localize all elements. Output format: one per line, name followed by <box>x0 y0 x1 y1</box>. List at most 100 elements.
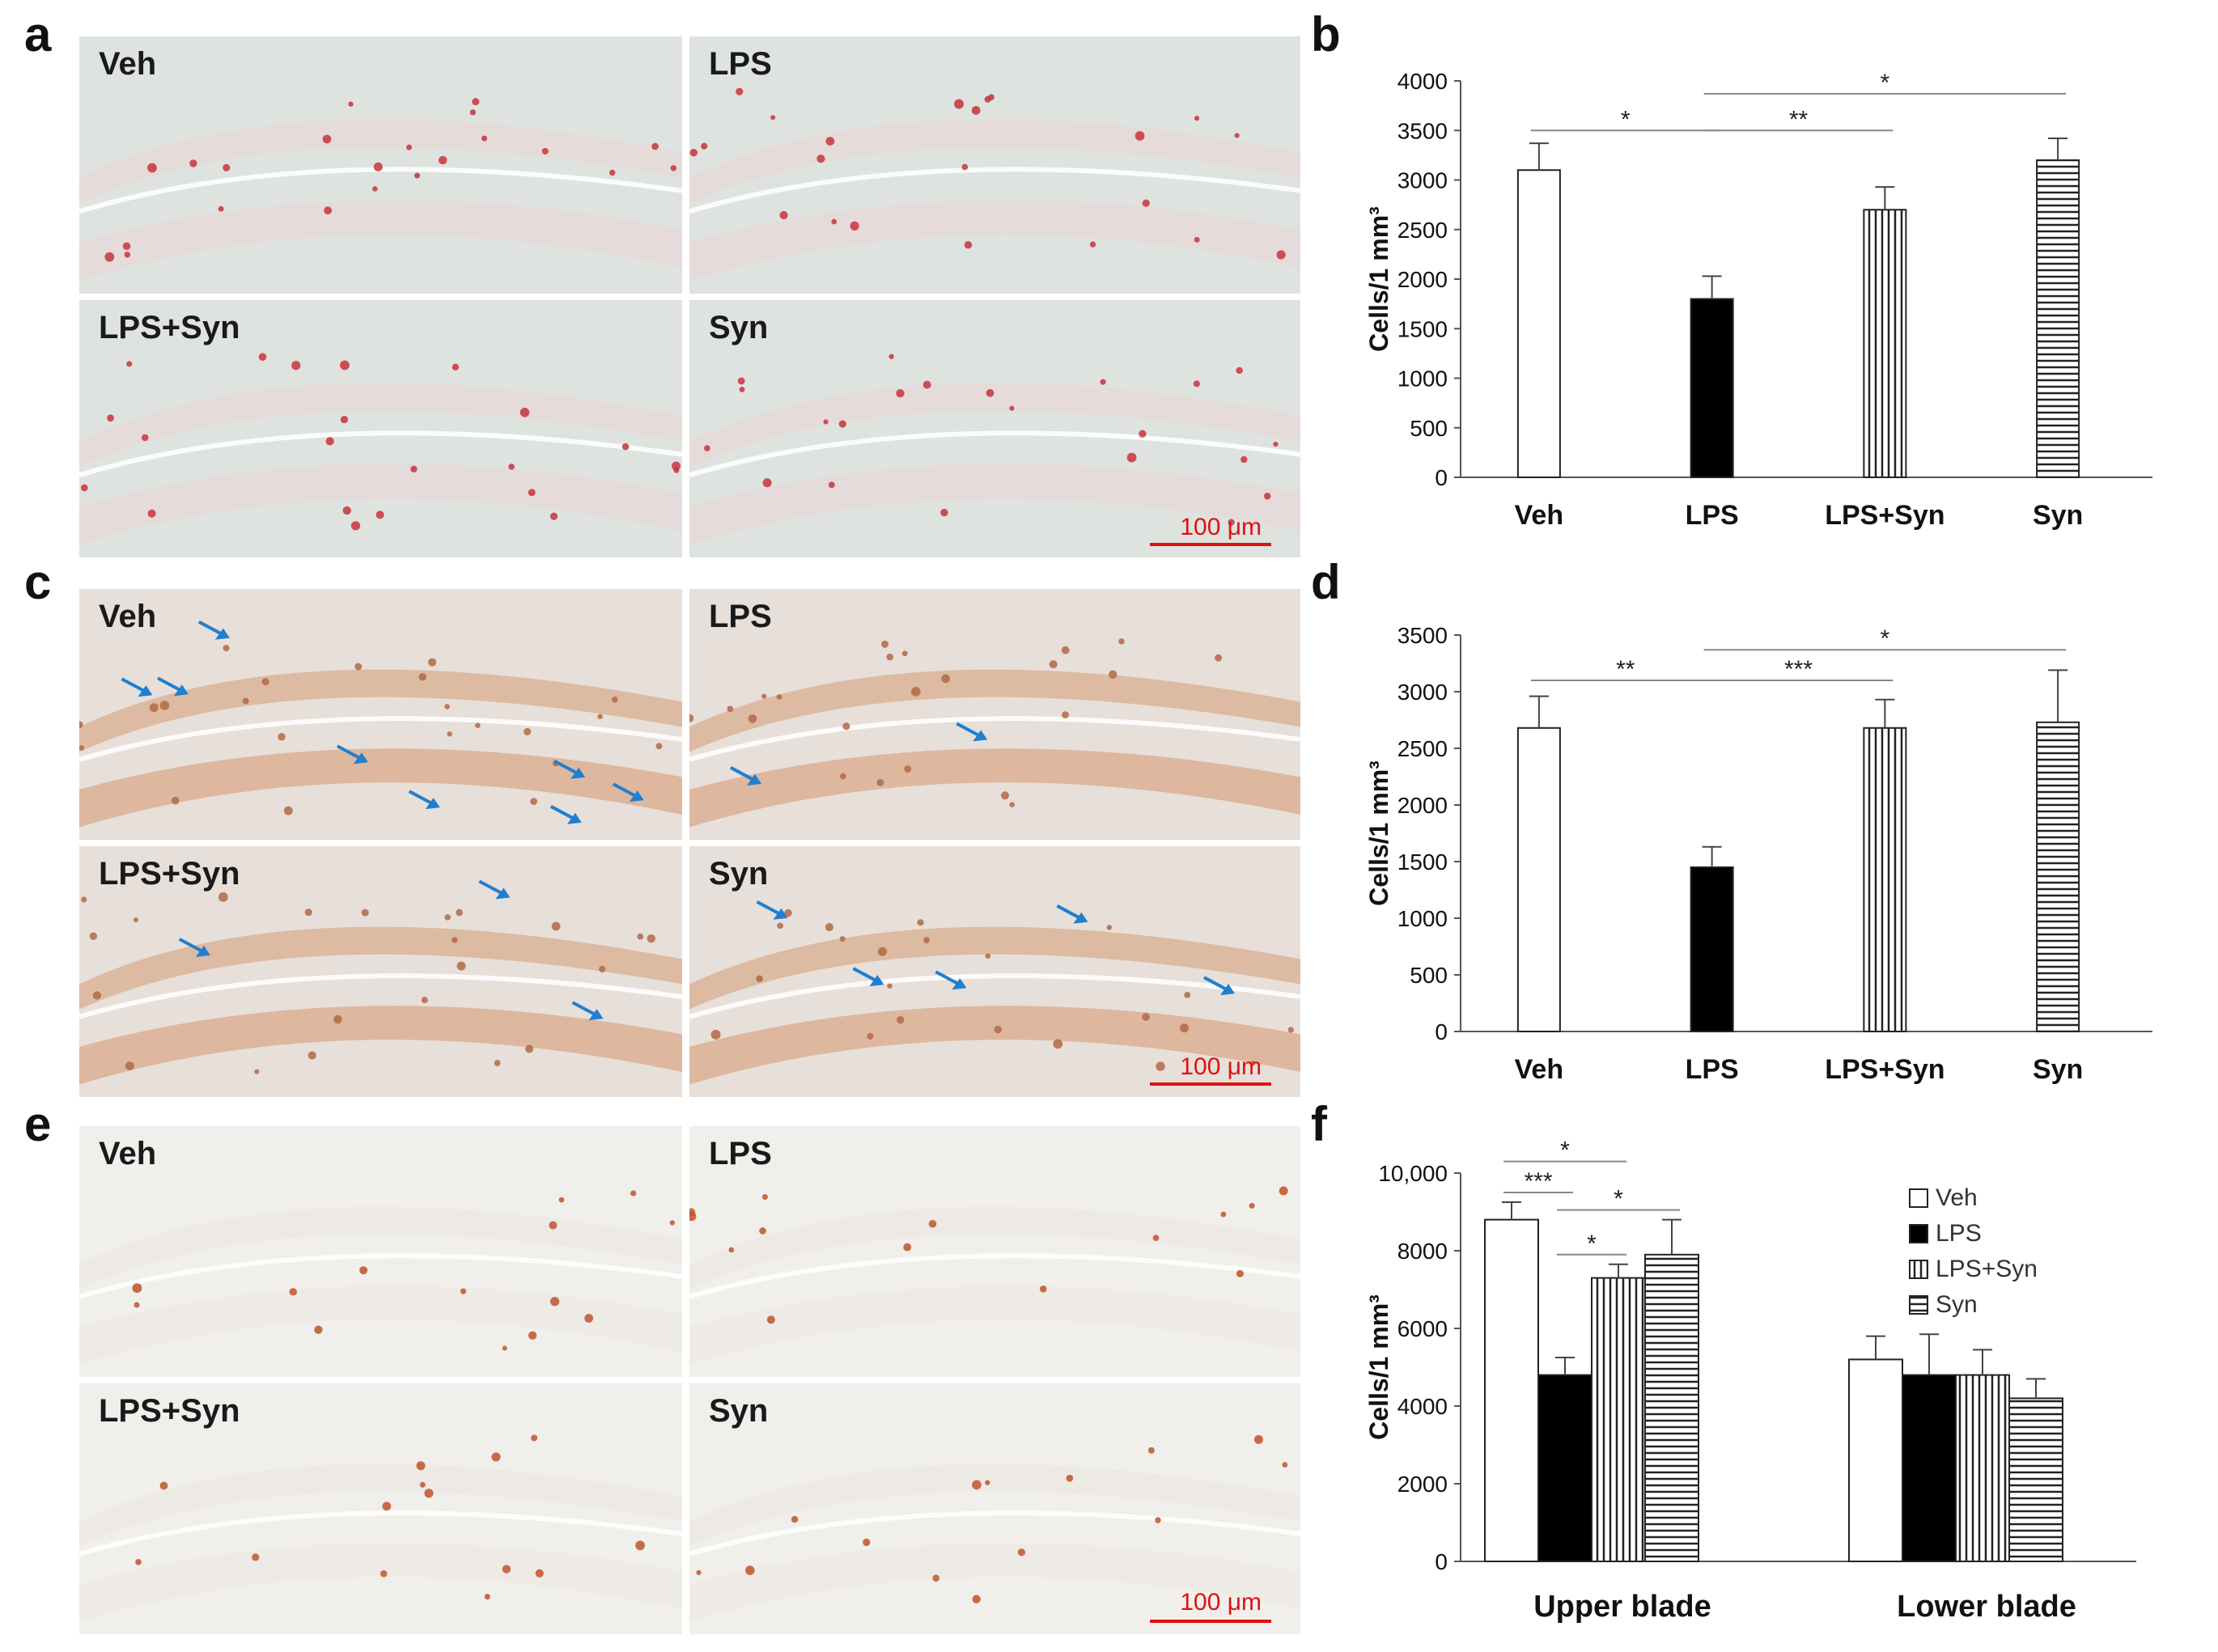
bar-veh <box>1484 1218 1539 1562</box>
panel-letter-c: c <box>24 555 52 609</box>
error-bar <box>1529 695 1549 728</box>
y-tick-label: 6000 <box>1397 1316 1448 1341</box>
micrograph-e-veh: Veh <box>79 1126 682 1377</box>
panel-letter-f: f <box>1311 1097 1327 1151</box>
x-tick-label: Upper blade <box>1533 1590 1711 1624</box>
legend-label: Veh <box>1936 1184 1978 1211</box>
bar-lps-syn <box>1863 726 1907 1033</box>
error-bar <box>1919 1333 1939 1375</box>
y-tick-label: 1000 <box>1397 366 1448 392</box>
micrograph-label: Syn <box>709 1393 769 1429</box>
micrograph-label: Veh <box>99 46 157 82</box>
scale-bar <box>1150 543 1271 546</box>
error-bar <box>1866 1335 1885 1360</box>
significance-label: * <box>1587 1231 1597 1257</box>
y-tick-label: 500 <box>1410 963 1448 988</box>
micrograph-c-veh: Veh <box>79 589 682 840</box>
micrograph-c-syn: Syn 100 μm <box>689 846 1300 1097</box>
y-axis-label: Cells/1 mm³ <box>1364 1294 1393 1440</box>
y-tick-label: 2000 <box>1397 267 1448 292</box>
y-tick-label: 2500 <box>1397 736 1448 761</box>
micrograph-label: Veh <box>99 599 157 634</box>
error-bar <box>1555 1357 1575 1375</box>
error-bar <box>1875 698 1895 728</box>
significance-label: * <box>1881 625 1890 652</box>
bar-syn <box>1644 1253 1699 1563</box>
bar-chart-b: 0 500 1000 1500 2000 2500 3000 3500 4000 Cells/1 … <box>1343 49 2185 550</box>
y-tick-label: 1000 <box>1397 906 1448 931</box>
micrograph-label: LPS <box>709 46 772 82</box>
y-tick-label: 3000 <box>1397 168 1448 193</box>
bar-lps-syn <box>1591 1277 1646 1562</box>
error-bar <box>1529 142 1549 171</box>
y-tick-label: 3500 <box>1397 118 1448 143</box>
x-tick-label: Veh <box>1515 500 1563 531</box>
x-tick-label: Syn <box>2033 1054 2083 1085</box>
micrograph-c-lps: LPS <box>689 589 1300 840</box>
legend-label: LPS+Syn <box>1936 1256 2038 1282</box>
bar-lps-syn <box>1863 209 1907 478</box>
legend-label: Syn <box>1936 1291 1978 1318</box>
micrograph-label: Syn <box>709 310 769 345</box>
micrograph-label: Veh <box>99 1136 157 1171</box>
error-bar <box>1702 275 1722 299</box>
significance-label: * <box>1614 1186 1623 1213</box>
bar-syn <box>2036 721 2080 1033</box>
micrograph-label: LPS+Syn <box>99 1393 240 1429</box>
error-bar <box>1609 1263 1628 1278</box>
micrograph-a-syn: Syn 100 μm <box>689 300 1300 557</box>
error-bar <box>1662 1218 1682 1255</box>
bar-lps <box>1537 1374 1592 1562</box>
y-tick-label: 10,000 <box>1378 1161 1448 1186</box>
micrograph-e-lps-syn: LPS+Syn <box>79 1383 682 1634</box>
x-tick-label: Lower blade <box>1897 1590 2076 1624</box>
x-tick-label: LPS <box>1686 500 1739 531</box>
bar-lps <box>1690 298 1734 478</box>
significance-label: * <box>1621 106 1631 133</box>
bar-syn <box>2008 1397 2063 1562</box>
micrograph-a-veh: Veh <box>79 36 682 294</box>
bar-veh <box>1516 169 1561 478</box>
bar-chart-f: 0 2000 4000 6000 8000 10,000 Cells/1 mm³ Upper … <box>1343 1137 2201 1642</box>
micrograph-label: LPS+Syn <box>99 310 240 345</box>
bar-lps-syn <box>1955 1374 2010 1562</box>
significance-label: ** <box>1616 656 1635 683</box>
bar-lps <box>1902 1374 1957 1562</box>
panel-letter-d: d <box>1311 555 1341 609</box>
bar-lps <box>1690 866 1734 1032</box>
panel-letter-e: e <box>24 1097 52 1151</box>
x-tick-label: Veh <box>1515 1054 1563 1085</box>
legend-label: LPS <box>1936 1220 1982 1247</box>
error-bar <box>2048 669 2068 722</box>
x-tick-label: Syn <box>2033 500 2083 531</box>
y-tick-label: 0 <box>1435 465 1448 490</box>
y-tick-label: 1500 <box>1397 316 1448 341</box>
error-bar <box>1502 1201 1521 1220</box>
micrograph-a-lps: LPS <box>689 36 1300 294</box>
error-bar <box>2048 138 2068 160</box>
scale-bar <box>1150 1082 1271 1086</box>
micrograph-a-lps-syn: LPS+Syn <box>79 300 682 557</box>
y-tick-label: 500 <box>1410 416 1448 441</box>
panel-letter-a: a <box>24 7 52 61</box>
significance-label: *** <box>1784 656 1813 683</box>
micrograph-label: LPS+Syn <box>99 856 240 892</box>
significance-label: ** <box>1789 106 1809 133</box>
x-tick-label: LPS+Syn <box>1825 500 1944 531</box>
y-tick-label: 4000 <box>1397 69 1448 94</box>
y-tick-label: 3000 <box>1397 680 1448 705</box>
scale-bar-label: 100 μm <box>1180 514 1262 540</box>
panel-letter-b: b <box>1311 7 1341 61</box>
error-bar <box>2026 1378 2046 1399</box>
y-tick-label: 0 <box>1435 1549 1448 1574</box>
error-bar <box>1702 845 1722 867</box>
bar-veh <box>1516 726 1561 1033</box>
y-tick-label: 0 <box>1435 1019 1448 1044</box>
y-tick-label: 1500 <box>1397 849 1448 875</box>
legend-swatch <box>1909 1188 1928 1208</box>
bar-veh <box>1848 1358 1903 1562</box>
y-tick-label: 8000 <box>1397 1239 1448 1264</box>
significance-label: * <box>1881 70 1890 96</box>
significance-label: * <box>1560 1137 1570 1164</box>
y-tick-label: 2000 <box>1397 1472 1448 1497</box>
